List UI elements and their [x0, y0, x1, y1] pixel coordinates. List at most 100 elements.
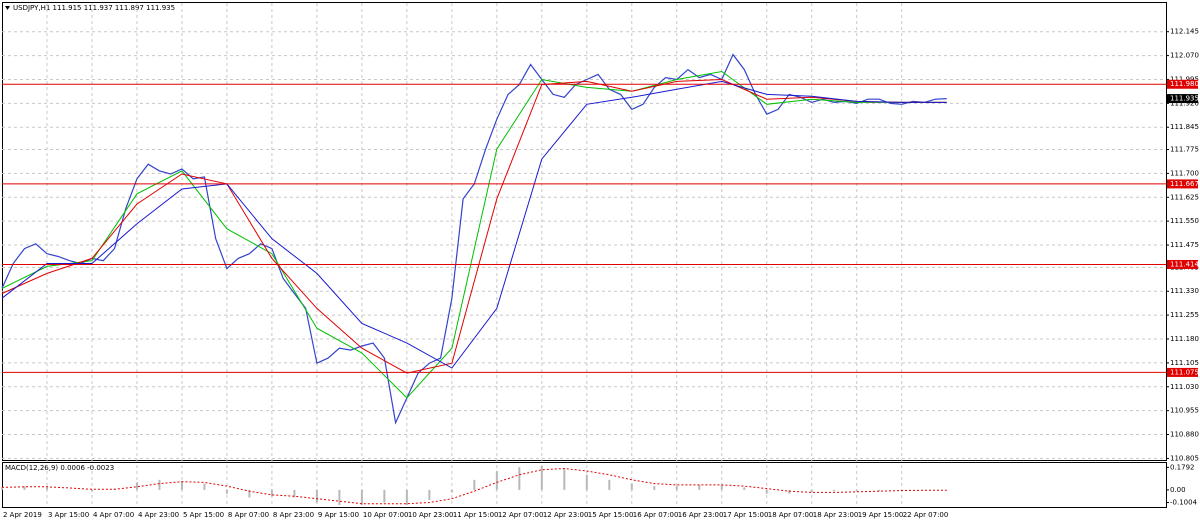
macd-bar	[135, 482, 138, 490]
macd-bar	[338, 489, 341, 505]
level-label: 111.414	[1170, 260, 1199, 268]
level-tag	[1167, 79, 1198, 89]
macd-bar	[270, 489, 273, 497]
x-tick-label: 3 Apr 15:00	[48, 511, 89, 519]
level-tag	[1167, 367, 1198, 377]
y-tick-label: 110.955	[1170, 407, 1199, 415]
x-tick-label: 9 Apr 15:00	[318, 511, 359, 519]
y-tick-label: 111.775	[1170, 146, 1199, 154]
macd-title: MACD(12,26,9)	[5, 464, 58, 472]
high: 111.937	[84, 4, 113, 12]
level-label: 111.667	[1170, 180, 1199, 188]
x-tick-label: 5 Apr 15:00	[183, 511, 224, 519]
macd-bar	[203, 483, 206, 490]
x-tick-label: 4 Apr 23:00	[138, 511, 179, 519]
y-tick-label: 110.880	[1170, 431, 1199, 439]
macd-bar	[540, 466, 543, 490]
macd-bar	[720, 484, 723, 490]
macd-bar	[743, 487, 746, 490]
y-tick-label: 111.920	[1170, 99, 1199, 107]
macd-bar	[450, 489, 453, 493]
x-tick-label: 11 Apr 15:00	[453, 511, 499, 519]
open: 111.915	[53, 4, 82, 12]
plot-layer: 2 Apr 2019 3 Apr 15:00 4 Apr 07:00 4 Apr 23…	[1, 3, 1199, 519]
macd-bar	[248, 489, 251, 498]
signal-line	[1, 467, 947, 505]
x-tick-label: 2 Apr 2019	[3, 511, 42, 519]
close: 111.935	[146, 4, 175, 12]
macd-bar	[518, 467, 521, 490]
macd-bar	[630, 483, 633, 490]
macd-bar	[608, 479, 611, 490]
y-tick-label: 111.180	[1170, 335, 1199, 343]
macd-bar	[585, 474, 588, 490]
macd-bar	[180, 481, 183, 490]
last-price-label: 111.935	[1170, 95, 1199, 103]
macd-y-tick-label: 0.00	[1170, 486, 1186, 494]
level-tag	[1167, 179, 1198, 189]
x-tick-label: 17 Apr 15:00	[723, 511, 769, 519]
chart-header: USDJPY,H1 111.915 111.937 111.897 111.93…	[13, 4, 175, 12]
moving-average	[1, 80, 947, 369]
x-tick-label: 4 Apr 07:00	[93, 511, 134, 519]
x-tick-label: 22 Apr 07:00	[903, 511, 949, 519]
y-tick-label: 112.070	[1170, 52, 1199, 60]
macd-bar	[428, 489, 431, 500]
x-tick-label: 8 Apr 23:00	[273, 511, 314, 519]
x-tick-label: 12 Apr 07:00	[498, 511, 544, 519]
y-tick-label: 111.625	[1170, 193, 1199, 201]
macd-bar	[878, 489, 881, 492]
x-tick-label: 15 Apr 15:00	[588, 511, 634, 519]
macd-y-tick-label: 0.1792	[1170, 463, 1195, 471]
moving-average	[1, 78, 947, 374]
y-tick-label: 111.330	[1170, 287, 1199, 295]
macd-bar	[765, 489, 768, 494]
macd-bar	[495, 471, 498, 490]
x-tick-label: 16 Apr 23:00	[678, 511, 724, 519]
macd-bar	[810, 489, 813, 493]
signal-value: -0.0023	[87, 464, 114, 472]
x-tick-label: 19 Apr 15:00	[858, 511, 904, 519]
y-tick-label: 111.550	[1170, 217, 1199, 225]
macd-bar	[788, 489, 791, 494]
y-tick-label: 111.255	[1170, 311, 1199, 319]
macd-bar	[90, 489, 93, 492]
macd-bar	[405, 489, 408, 505]
last-price-tag	[1167, 94, 1198, 104]
macd-bar	[293, 489, 296, 498]
macd-bar	[1, 487, 3, 490]
x-tick-label: 12 Apr 23:00	[543, 511, 589, 519]
macd-value: 0.0006	[60, 464, 85, 472]
macd-bar	[563, 468, 566, 490]
low: 111.897	[115, 4, 144, 12]
x-tick-label: 16 Apr 07:00	[633, 511, 679, 519]
y-tick-label: 111.700	[1170, 169, 1199, 177]
symbol: USDJPY,H1	[13, 4, 50, 12]
menu-arrow[interactable]	[5, 6, 10, 10]
level-tag	[1167, 259, 1198, 269]
x-tick-label: 8 Apr 07:00	[228, 511, 269, 519]
y-tick-label: 111.995	[1170, 75, 1199, 83]
level-label: 111.075	[1170, 368, 1199, 376]
macd-frame	[2, 462, 1167, 508]
macd-bar	[383, 489, 386, 503]
macd-bar	[653, 486, 656, 490]
macd-bar	[23, 486, 26, 490]
macd-y-tick-label: -0.1004	[1170, 499, 1198, 507]
macd-bar	[473, 479, 476, 490]
x-tick-label: 10 Apr 07:00	[363, 511, 409, 519]
y-tick-label: 112.145	[1170, 28, 1199, 36]
x-tick-label: 10 Apr 23:00	[408, 511, 454, 519]
main-frame	[2, 2, 1167, 461]
macd-bar	[675, 486, 678, 490]
macd-bar	[45, 487, 48, 490]
macd-bar	[158, 479, 161, 490]
macd-bar	[315, 489, 318, 503]
macd-bar	[855, 489, 858, 492]
moving-average	[1, 70, 947, 399]
x-tick-label: 18 Apr 07:00	[768, 511, 814, 519]
macd-header: MACD(12,26,9) 0.0006 -0.0023	[5, 464, 114, 472]
